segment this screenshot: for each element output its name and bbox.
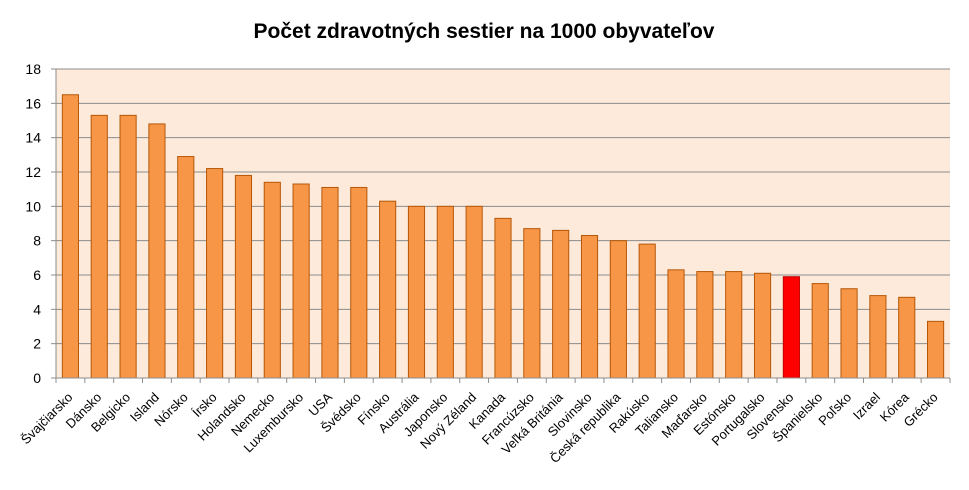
bar-16 [494,217,512,379]
y-tick-label: 4 [33,301,41,317]
bar-15 [465,205,483,379]
bar-14 [436,205,454,379]
bar-2 [90,114,108,379]
y-tick-label: 0 [33,370,41,386]
bar-7 [234,174,253,379]
bar-5 [177,156,195,379]
bar-9 [292,183,310,379]
bar-28 [840,288,858,379]
x-axis-category-labels: ŠvajčiarskoDánskoBelgickoIslandNórskoÍrs… [18,389,941,466]
bar-6 [206,168,224,379]
bar-27 [811,283,829,379]
bar-8 [263,181,281,379]
y-tick-label: 14 [25,130,41,146]
y-tick-label: 8 [33,233,41,249]
bar-24 [725,271,743,379]
y-axis-tick-labels: 0 2 4 6 8 10 12 14 16 18 [25,61,41,386]
x-category-label: Poľsko [815,390,854,429]
bar-10 [321,186,339,379]
x-category-label: Izrael [850,389,883,422]
bar-13 [407,205,426,379]
bar-18 [552,229,570,379]
y-tick-label: 10 [25,198,41,214]
bar-23 [696,271,714,379]
y-tick-label: 12 [25,164,41,180]
bar-11 [350,186,368,379]
bar-12 [379,200,397,379]
bar-3 [119,114,137,379]
bar-30 [898,296,916,379]
bar-29 [869,295,887,379]
bar-25 [753,272,772,379]
y-tick-label: 18 [25,61,41,77]
y-tick-label: 16 [25,95,41,111]
bar-20 [609,240,627,379]
bars [61,94,945,379]
bar-21 [638,243,656,379]
bar-17 [523,228,541,379]
bar-26 [782,276,800,379]
bar-1 [61,94,79,379]
y-tick-label: 2 [33,336,41,352]
chart-title: Počet zdravotných sestier na 1000 obyvat… [254,20,715,43]
y-tick-label: 6 [33,267,41,283]
axes [51,68,951,383]
bar-4 [148,123,166,379]
bar-31 [927,320,945,379]
bar-22 [667,269,685,379]
bar-19 [580,235,599,379]
